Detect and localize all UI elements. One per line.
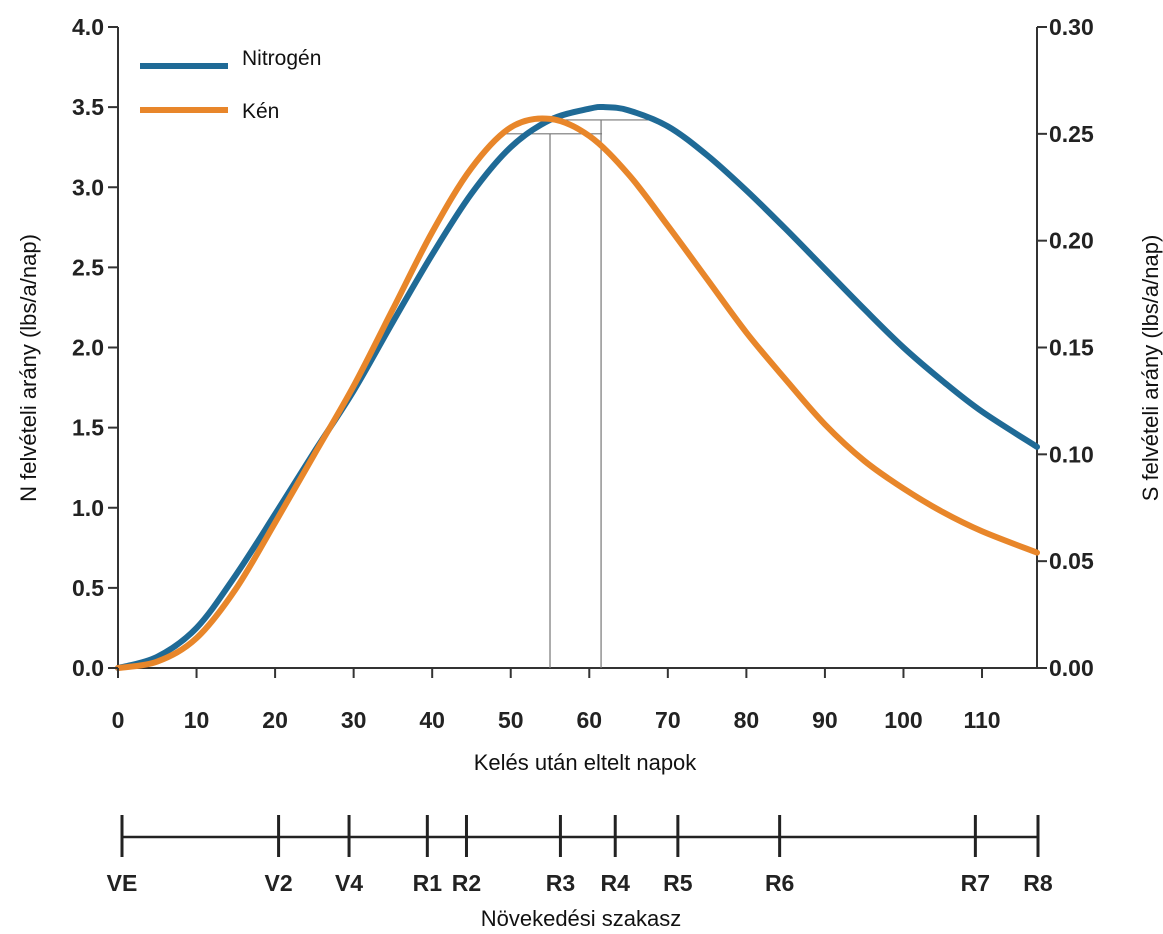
legend-label-nitrogen: Nitrogén (242, 47, 321, 70)
left-tick-label: 3.0 (72, 174, 104, 200)
stage-tick-label: R4 (601, 870, 631, 896)
right-tick-label: 0.05 (1049, 548, 1094, 574)
series-lines (115, 103, 1040, 671)
x-tick-label: 20 (262, 707, 288, 733)
growth-stage-label: Növekedési szakasz (481, 906, 682, 931)
stage-tick-label: R5 (663, 870, 693, 896)
right-y-axis: 0.00 0.05 0.10 0.15 0.20 0.25 0.30 (1037, 14, 1094, 681)
stage-tick-label: R8 (1023, 870, 1053, 896)
x-axis: 0 10 20 30 40 50 60 70 80 90 100 110 (112, 668, 1001, 733)
x-tick-label: 90 (812, 707, 838, 733)
legend: Nitrogén Kén (140, 47, 321, 123)
right-tick-label: 0.30 (1049, 14, 1094, 40)
x-tick-label: 110 (963, 707, 1000, 733)
x-tick-label: 10 (184, 707, 210, 733)
right-tick-label: 0.20 (1049, 228, 1094, 254)
right-tick-label: 0.15 (1049, 335, 1094, 361)
x-tick-label: 80 (734, 707, 760, 733)
left-tick-label: 2.0 (72, 335, 104, 361)
left-tick-label: 0.5 (72, 575, 104, 601)
x-tick-label: 0 (112, 707, 125, 733)
x-tick-label: 60 (576, 707, 602, 733)
left-tick-label: 1.5 (72, 415, 104, 441)
x-tick-label: 30 (341, 707, 367, 733)
right-tick-label: 0.25 (1049, 121, 1094, 147)
series-line-sulfur (115, 115, 1040, 671)
left-tick-label: 1.0 (72, 495, 104, 521)
left-tick-label: 2.5 (72, 254, 104, 280)
left-y-axis-label: N felvételi arány (lbs/a/nap) (16, 234, 41, 502)
stage-tick-label: R2 (452, 870, 481, 896)
stage-tick-label: R1 (413, 870, 443, 896)
peak-reference-lines (502, 119, 654, 668)
left-y-axis: 0.0 0.5 1.0 1.5 2.0 2.5 3.0 3.5 4.0 (72, 14, 118, 681)
right-y-axis-label: S felvételi arány (lbs/a/nap) (1138, 235, 1163, 502)
stage-tick-label: V2 (265, 870, 293, 896)
left-tick-label: 3.5 (72, 94, 104, 120)
x-tick-label: 100 (884, 707, 922, 733)
stage-tick-label: R7 (961, 870, 990, 896)
stage-tick-label: VE (107, 870, 138, 896)
stage-tick-label: R6 (765, 870, 794, 896)
x-tick-label: 40 (419, 707, 445, 733)
growth-stage-axis: VE V2 V4 R1 R2 R3 R4 R5 R6 R7 R8 (107, 815, 1053, 896)
left-tick-label: 0.0 (72, 655, 104, 681)
left-tick-label: 4.0 (72, 14, 104, 40)
x-tick-label: 70 (655, 707, 681, 733)
stage-tick-label: R3 (546, 870, 575, 896)
legend-label-sulfur: Kén (242, 100, 279, 123)
stage-tick-label: V4 (335, 870, 363, 896)
x-tick-label: 50 (498, 707, 524, 733)
x-axis-label: Kelés után eltelt napok (474, 750, 698, 775)
right-tick-label: 0.00 (1049, 655, 1094, 681)
right-tick-label: 0.10 (1049, 441, 1094, 467)
series-line-nitrogen (115, 103, 1040, 671)
